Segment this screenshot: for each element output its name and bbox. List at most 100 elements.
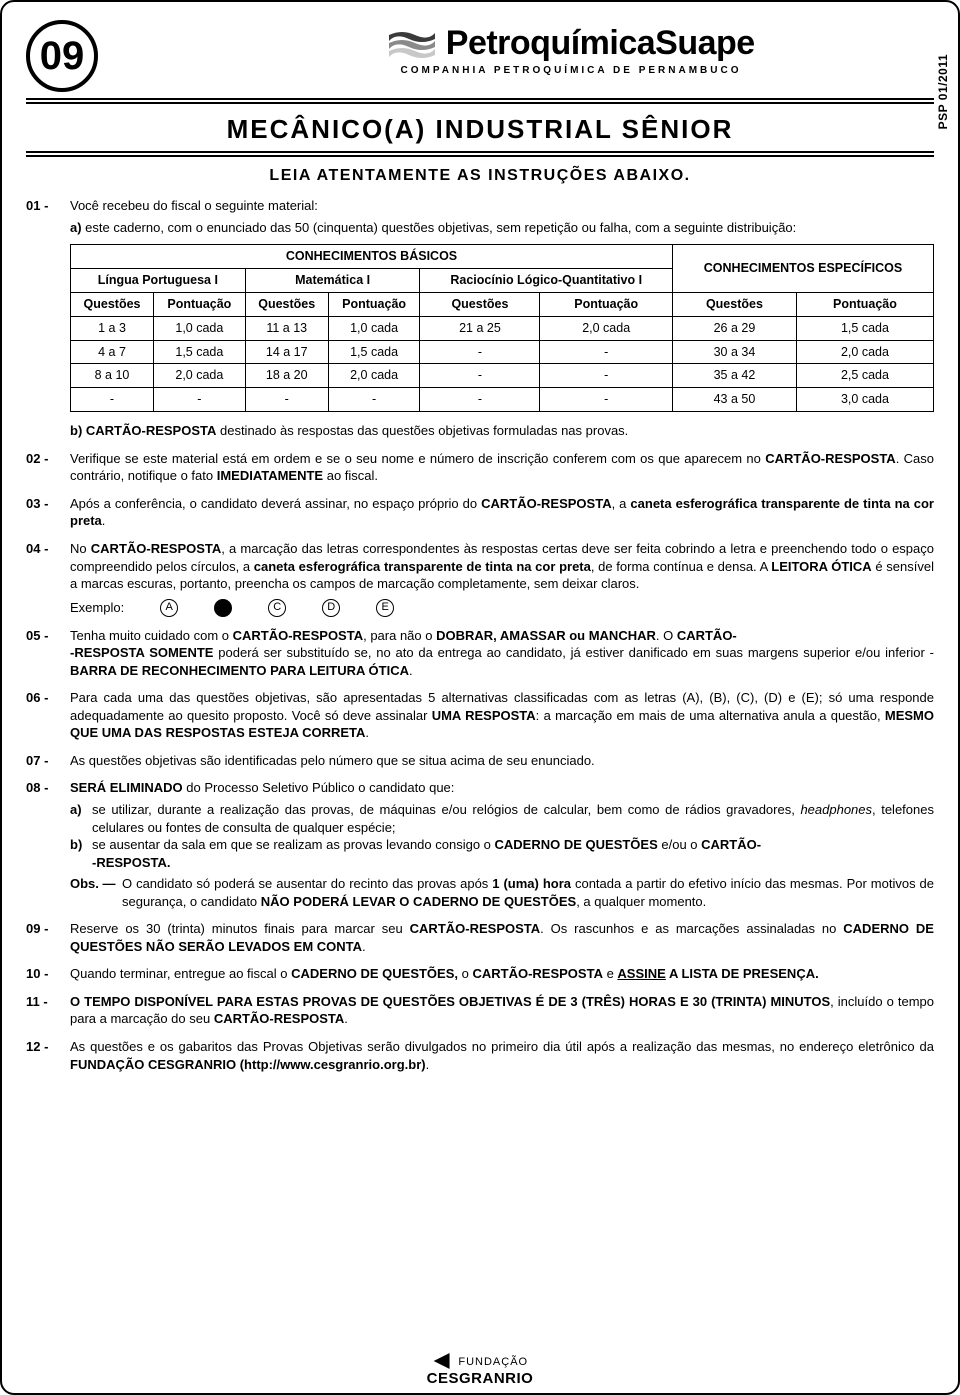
item-text: Você recebeu do fiscal o seguinte materi… <box>70 197 934 215</box>
table-cell: - <box>245 388 328 412</box>
table-cell: 1,0 cada <box>328 316 420 340</box>
table-cell: 2,5 cada <box>796 364 933 388</box>
triangle-icon <box>432 1353 450 1369</box>
item-number: 10 - <box>26 965 70 983</box>
table-cell: 1,5 cada <box>796 316 933 340</box>
item-text: Reserve os 30 (trinta) minutos finais pa… <box>70 920 934 955</box>
divider <box>26 98 934 104</box>
table-cell: 2,0 cada <box>540 316 673 340</box>
item-text: No CARTÃO-RESPOSTA, a marcação das letra… <box>70 540 934 593</box>
footer-line2: CESGRANRIO <box>427 1370 534 1387</box>
table-row: 8 a 102,0 cada18 a 202,0 cada--35 a 422,… <box>71 364 934 388</box>
obs-label: Obs. — <box>70 875 122 910</box>
item-text: SERÁ ELIMINADO do Processo Seletivo Públ… <box>70 779 934 797</box>
table-group-basic: CONHECIMENTOS BÁSICOS <box>71 245 673 269</box>
table-cell: - <box>328 388 420 412</box>
table-cell: 43 a 50 <box>672 388 796 412</box>
table-subject: Matemática I <box>245 268 420 292</box>
item-06: 06 - Para cada uma das questões objetiva… <box>26 689 934 742</box>
item-number: 03 - <box>26 495 70 530</box>
table-cell: 2,0 cada <box>796 340 933 364</box>
table-cell: 2,0 cada <box>328 364 420 388</box>
table-header-row: QuestõesPontuação QuestõesPontuação Ques… <box>71 292 934 316</box>
table-cell: - <box>420 340 540 364</box>
table-subject: Raciocínio Lógico-Quantitativo I <box>420 268 673 292</box>
item-08-a: se utilizar, durante a realização das pr… <box>92 801 934 836</box>
table-cell: - <box>420 388 540 412</box>
table-cell: - <box>420 364 540 388</box>
table-row: ------43 a 503,0 cada <box>71 388 934 412</box>
footer-line1: FUNDAÇÃO <box>458 1356 528 1368</box>
item-08-list: a)se utilizar, durante a realização das … <box>70 801 934 871</box>
exam-title: MECÂNICO(A) INDUSTRIAL SÊNIOR <box>26 114 934 145</box>
footer-logo: FUNDAÇÃO CESGRANRIO <box>427 1352 534 1387</box>
example-label: Exemplo: <box>70 599 124 617</box>
table-cell: 1 a 3 <box>71 316 154 340</box>
item-11: 11 - O TEMPO DISPONÍVEL PARA ESTAS PROVA… <box>26 993 934 1028</box>
company-name: PetroquímicaSuape <box>446 24 755 63</box>
psp-code: PSP 01/2011 <box>936 54 950 129</box>
table-cell: 21 a 25 <box>420 316 540 340</box>
table-cell: 18 a 20 <box>245 364 328 388</box>
divider <box>26 151 934 157</box>
table-cell: 26 a 29 <box>672 316 796 340</box>
header: 09 PetroquímicaSuape COMPANHIA PETROQUÍM… <box>26 20 934 92</box>
table-cell: 1,5 cada <box>328 340 420 364</box>
table-cell: 4 a 7 <box>71 340 154 364</box>
obs-text: O candidato só poderá se ausentar do rec… <box>122 875 934 910</box>
item-number: 06 - <box>26 689 70 742</box>
page: 09 PetroquímicaSuape COMPANHIA PETROQUÍM… <box>0 0 960 1395</box>
item-number: 04 - <box>26 540 70 617</box>
item-05: 05 - Tenha muito cuidado com o CARTÃO-RE… <box>26 627 934 680</box>
table-cell: 3,0 cada <box>796 388 933 412</box>
option-circle: D <box>322 599 340 617</box>
item-text: Verifique se este material está em ordem… <box>70 450 934 485</box>
table-cell: - <box>540 364 673 388</box>
table-cell: 30 a 34 <box>672 340 796 364</box>
item-10: 10 - Quando terminar, entregue ao fiscal… <box>26 965 934 983</box>
item-number: 02 - <box>26 450 70 485</box>
item-number: 08 - <box>26 779 70 910</box>
item-number: 12 - <box>26 1038 70 1073</box>
item-02: 02 - Verifique se este material está em … <box>26 450 934 485</box>
option-circle: E <box>376 599 394 617</box>
table-group-spec: CONHECIMENTOS ESPECÍFICOS <box>672 245 933 293</box>
item-text: Tenha muito cuidado com o CARTÃO-RESPOST… <box>70 627 934 680</box>
distribution-table: CONHECIMENTOS BÁSICOS CONHECIMENTOS ESPE… <box>70 244 934 412</box>
table-cell: - <box>540 388 673 412</box>
item-01-b: b) CARTÃO-RESPOSTA destinado às resposta… <box>70 422 934 440</box>
wave-icon <box>387 27 437 61</box>
item-number: 07 - <box>26 752 70 770</box>
item-08-b: se ausentar da sala em que se realizam a… <box>92 836 934 871</box>
item-01: 01 - Você recebeu do fiscal o seguinte m… <box>26 197 934 440</box>
item-text: As questões e os gabaritos das Provas Ob… <box>70 1038 934 1073</box>
table-cell: 2,0 cada <box>154 364 246 388</box>
item-number: 05 - <box>26 627 70 680</box>
instructions-heading: LEIA ATENTAMENTE AS INSTRUÇÕES ABAIXO. <box>26 167 934 185</box>
option-circle: A <box>160 599 178 617</box>
item-number: 09 - <box>26 920 70 955</box>
item-text: Após a conferência, o candidato deverá a… <box>70 495 934 530</box>
item-text: Para cada uma das questões objetivas, sã… <box>70 689 934 742</box>
item-07: 07 - As questões objetivas são identific… <box>26 752 934 770</box>
table-subject: Língua Portuguesa I <box>71 268 246 292</box>
fill-example: Exemplo: A C D E <box>70 599 934 617</box>
instructions-body: 01 - Você recebeu do fiscal o seguinte m… <box>26 197 934 1073</box>
table-cell: - <box>154 388 246 412</box>
option-circle: C <box>268 599 286 617</box>
table-cell: 11 a 13 <box>245 316 328 340</box>
item-08-obs: Obs. — O candidato só poderá se ausentar… <box>70 875 934 910</box>
item-number: 01 - <box>26 197 70 440</box>
company-logo: PetroquímicaSuape COMPANHIA PETROQUÍMICA… <box>208 24 934 76</box>
item-text: O TEMPO DISPONÍVEL PARA ESTAS PROVAS DE … <box>70 993 934 1028</box>
company-subtitle: COMPANHIA PETROQUÍMICA DE PERNAMBUCO <box>208 65 934 76</box>
table-cell: 1,5 cada <box>154 340 246 364</box>
table-row: 1 a 31,0 cada11 a 131,0 cada21 a 252,0 c… <box>71 316 934 340</box>
item-text: As questões objetivas são identificadas … <box>70 752 934 770</box>
item-04: 04 - No CARTÃO-RESPOSTA, a marcação das … <box>26 540 934 617</box>
item-number: 11 - <box>26 993 70 1028</box>
table-cell: - <box>71 388 154 412</box>
table-cell: 35 a 42 <box>672 364 796 388</box>
table-row: 4 a 71,5 cada14 a 171,5 cada--30 a 342,0… <box>71 340 934 364</box>
item-09: 09 - Reserve os 30 (trinta) minutos fina… <box>26 920 934 955</box>
